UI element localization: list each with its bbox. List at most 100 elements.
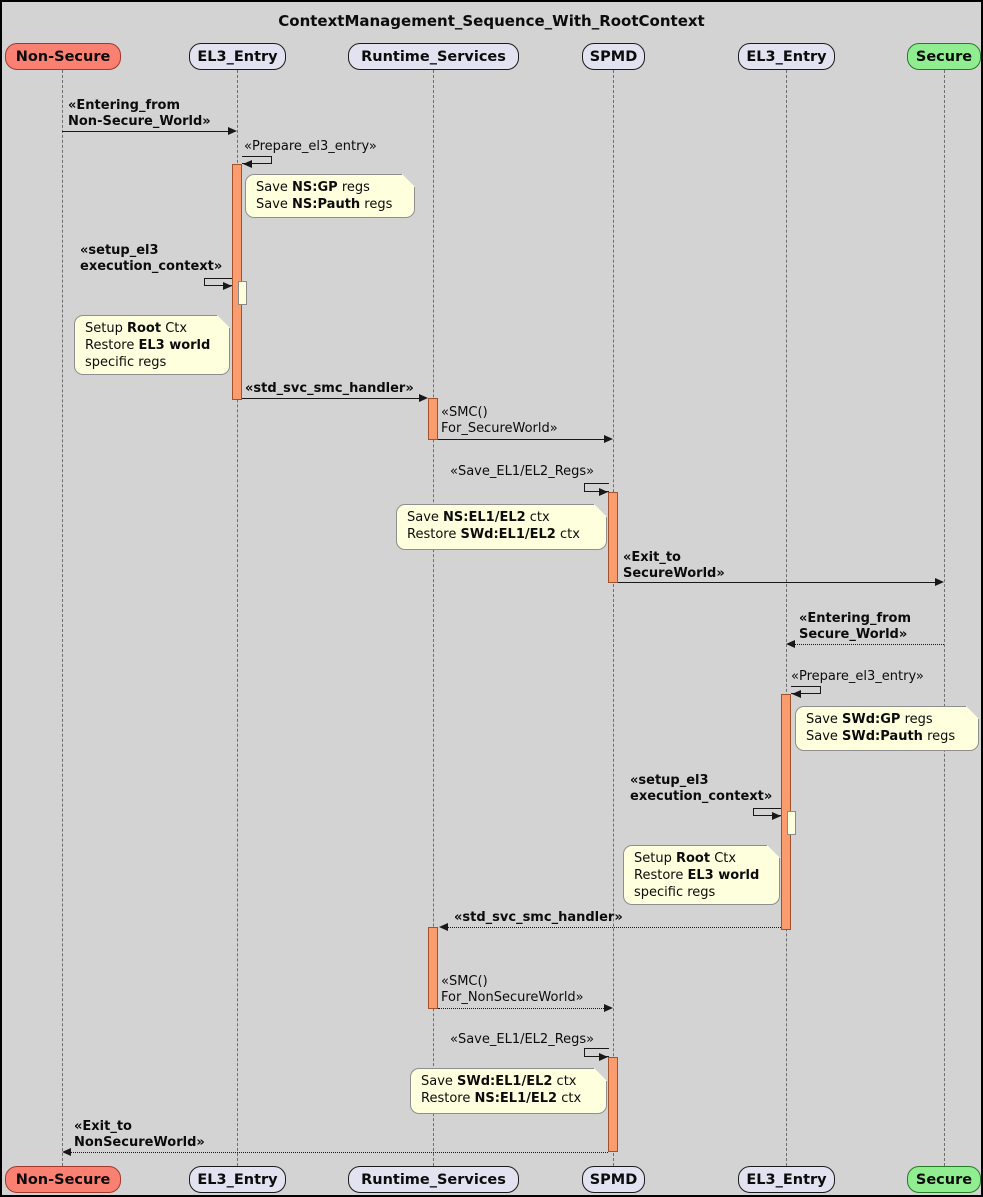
arrowhead-right-icon <box>935 578 944 586</box>
message-setup-el3-execution-context-1: «setup_el3 execution_context» <box>80 243 222 274</box>
participant-label: Secure <box>915 1171 973 1188</box>
lifeline-spmd <box>613 70 614 1166</box>
participant-non-secure-top: Non-Secure <box>5 43 121 70</box>
participant-spmd-top: SPMD <box>582 43 645 70</box>
note-text: Save <box>256 197 293 212</box>
arrow-entering-from-secure-world <box>790 644 944 645</box>
note-text: specific regs <box>85 355 167 370</box>
participant-non-secure-bottom: Non-Secure <box>5 1166 121 1193</box>
arrowhead-left-icon <box>62 1148 71 1156</box>
arrowhead-right-icon <box>604 1004 613 1012</box>
lifeline-secure <box>944 70 945 1166</box>
message-line: NonSecureWorld» <box>74 1134 205 1150</box>
activation-runtime-services-1 <box>428 398 438 440</box>
note-text-bold: NS:EL1/EL2 <box>443 510 526 525</box>
self-loop-prepare-el3-entry-1 <box>242 156 272 164</box>
note-text: regs <box>337 180 370 195</box>
message-line: Secure_World» <box>799 626 908 642</box>
note-text: ctx <box>525 510 550 525</box>
message-line: «Entering_from <box>68 98 181 113</box>
note-save-swd-el1-el2-ctx: Save SWd:EL1/EL2 ctx Restore NS:EL1/EL2 … <box>410 1068 607 1114</box>
participant-label: SPMD <box>589 1171 638 1188</box>
note-text: specific regs <box>634 885 716 900</box>
note-line: Setup Root Ctx <box>85 320 219 337</box>
note-line: specific regs <box>634 884 769 901</box>
message-line: «setup_el3 <box>630 773 709 788</box>
message-line: «Save_EL1/EL2_Regs» <box>450 464 595 479</box>
self-loop-prepare-el3-entry-2 <box>791 686 821 694</box>
note-text-bold: EL3 world <box>687 868 760 883</box>
message-entering-from-secure-world: «Entering_from Secure_World» <box>799 611 911 642</box>
arrowhead-right-icon <box>772 812 781 820</box>
note-text: Setup <box>85 321 127 336</box>
note-text: Ctx <box>710 851 737 866</box>
activation-runtime-services-2 <box>428 927 438 1009</box>
self-loop-setup-el3-context-1 <box>204 278 232 286</box>
message-entering-from-non-secure-world: «Entering_from Non-Secure_World» <box>68 98 211 129</box>
note-text-bold: SWd:EL1/EL2 <box>460 527 556 542</box>
note-text: Restore <box>634 868 688 883</box>
participant-el3-entry-2-top: EL3_Entry <box>738 43 835 70</box>
arrow-exit-to-non-secure-world <box>66 1152 608 1153</box>
message-smc-for-non-secure-world: «SMC() For_NonSecureWorld» <box>441 974 584 1005</box>
note-text: Save <box>806 729 843 744</box>
arrowhead-left-icon <box>786 640 795 648</box>
note-setup-root-ctx-2: Setup Root Ctx Restore EL3 world specifi… <box>623 845 780 905</box>
message-save-el1-el2-regs-1: «Save_EL1/EL2_Regs» <box>450 464 594 480</box>
message-line: «SMC() <box>441 405 488 420</box>
note-text-bold: SWd:Pauth <box>842 729 923 744</box>
message-line: execution_context» <box>630 788 773 804</box>
note-text-bold: Root <box>675 851 711 866</box>
note-line: Restore EL3 world <box>634 867 769 884</box>
note-line: specific regs <box>85 354 219 371</box>
participant-secure-bottom: Secure <box>907 1166 981 1193</box>
participant-label: EL3_Entry <box>746 48 827 65</box>
arrow-std-svc-smc-handler-1 <box>242 398 424 399</box>
participant-label: Secure <box>915 48 973 65</box>
participant-label: SPMD <box>589 48 638 65</box>
note-line: Save SWd:GP regs <box>806 711 968 728</box>
message-smc-for-secure-world: «SMC() For_SecureWorld» <box>441 405 558 436</box>
participant-secure-top: Secure <box>907 43 981 70</box>
participant-label: EL3_Entry <box>197 1171 278 1188</box>
arrowhead-right-icon <box>604 435 613 443</box>
lifeline-el3-entry-1 <box>237 70 238 1166</box>
lifeline-non-secure <box>62 70 63 1166</box>
message-line: «Prepare_el3_entry» <box>244 139 377 154</box>
message-line: «SMC() <box>441 974 488 989</box>
arrow-entering-from-non-secure-world <box>62 131 232 132</box>
note-text: ctx <box>552 1074 577 1089</box>
activation-nested-setup-ctx-1 <box>238 281 247 305</box>
arrowhead-right-icon <box>223 282 232 290</box>
note-text-bold: SWd:GP <box>842 712 901 727</box>
note-line: Restore EL3 world <box>85 337 219 354</box>
participant-label: Non-Secure <box>15 1171 111 1188</box>
arrow-std-svc-smc-handler-2 <box>443 927 781 928</box>
note-text-bold: NS:Pauth <box>292 197 361 212</box>
diagram-title: ContextManagement_Sequence_With_RootCont… <box>278 12 705 30</box>
note-text: Setup <box>634 851 676 866</box>
message-setup-el3-execution-context-2: «setup_el3 execution_context» <box>630 773 772 804</box>
arrowhead-left-icon <box>243 160 252 168</box>
note-line: Save SWd:EL1/EL2 ctx <box>421 1073 596 1090</box>
message-prepare-el3-entry-2: «Prepare_el3_entry» <box>791 669 924 685</box>
message-line: execution_context» <box>80 258 223 274</box>
message-std-svc-smc-handler-1: «std_svc_smc_handler» <box>245 381 414 397</box>
message-line: For_SecureWorld» <box>441 420 558 436</box>
message-line: For_NonSecureWorld» <box>441 989 584 1005</box>
note-text: Save <box>421 1074 458 1089</box>
message-exit-to-secure-world: «Exit_to SecureWorld» <box>623 550 725 581</box>
note-text: regs <box>922 729 956 744</box>
note-line: Save NS:Pauth regs <box>256 196 404 213</box>
note-save-ns-gp-pauth-regs: Save NS:GP regs Save NS:Pauth regs <box>245 174 415 218</box>
arrowhead-right-icon <box>228 127 237 135</box>
participant-label: Non-Secure <box>15 48 111 65</box>
participant-label: EL3_Entry <box>746 1171 827 1188</box>
message-prepare-el3-entry-1: «Prepare_el3_entry» <box>244 139 377 155</box>
participant-el3-entry-1-bottom: EL3_Entry <box>189 1166 286 1193</box>
message-line: «std_svc_smc_handler» <box>454 910 623 925</box>
arrowhead-right-icon <box>599 1053 608 1061</box>
activation-spmd-1 <box>608 492 618 583</box>
participant-label: EL3_Entry <box>197 48 278 65</box>
self-loop-save-el1-el2-regs-1 <box>584 483 609 492</box>
